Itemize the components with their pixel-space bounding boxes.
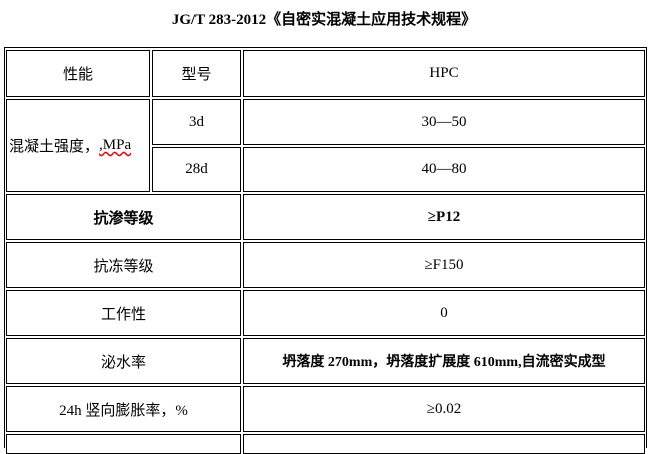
row-label: 抗渗等级 — [6, 194, 241, 240]
header-model: 型号 — [152, 50, 241, 97]
strength-3d-value: 30—50 — [243, 99, 645, 145]
row-value: 坍落度 270mm，坍落度扩展度 610mm,自流密实成型 — [243, 338, 645, 384]
age-3d: 3d — [152, 99, 241, 145]
row-value: ≥0.02 — [243, 386, 645, 432]
row-label: 工作性 — [6, 290, 241, 336]
header-property: 性能 — [6, 50, 150, 97]
strength-28d-value: 40—80 — [243, 147, 645, 192]
header-value: HPC — [243, 50, 645, 97]
row-value: 0 — [243, 290, 645, 336]
strength-label-cell: 混凝土强度， ,MPa — [6, 99, 150, 192]
age-28d: 28d — [152, 147, 241, 192]
document-title: JG/T 283-2012《自密实混凝土应用技术规程》 — [171, 12, 477, 28]
row-cut-off — [6, 434, 241, 454]
row-label: 抗冻等级 — [6, 242, 241, 288]
row-value: ≥P12 — [243, 194, 645, 240]
row-label: 泌水率 — [6, 338, 241, 384]
row-cut-off — [243, 434, 645, 454]
row-value: ≥F150 — [243, 242, 645, 288]
row-label: 24h 竖向膨胀率，% — [6, 386, 241, 432]
strength-label: 混凝土强度， — [9, 139, 100, 155]
spec-table — [4, 47, 647, 448]
strength-unit: ,MPa — [99, 137, 132, 153]
